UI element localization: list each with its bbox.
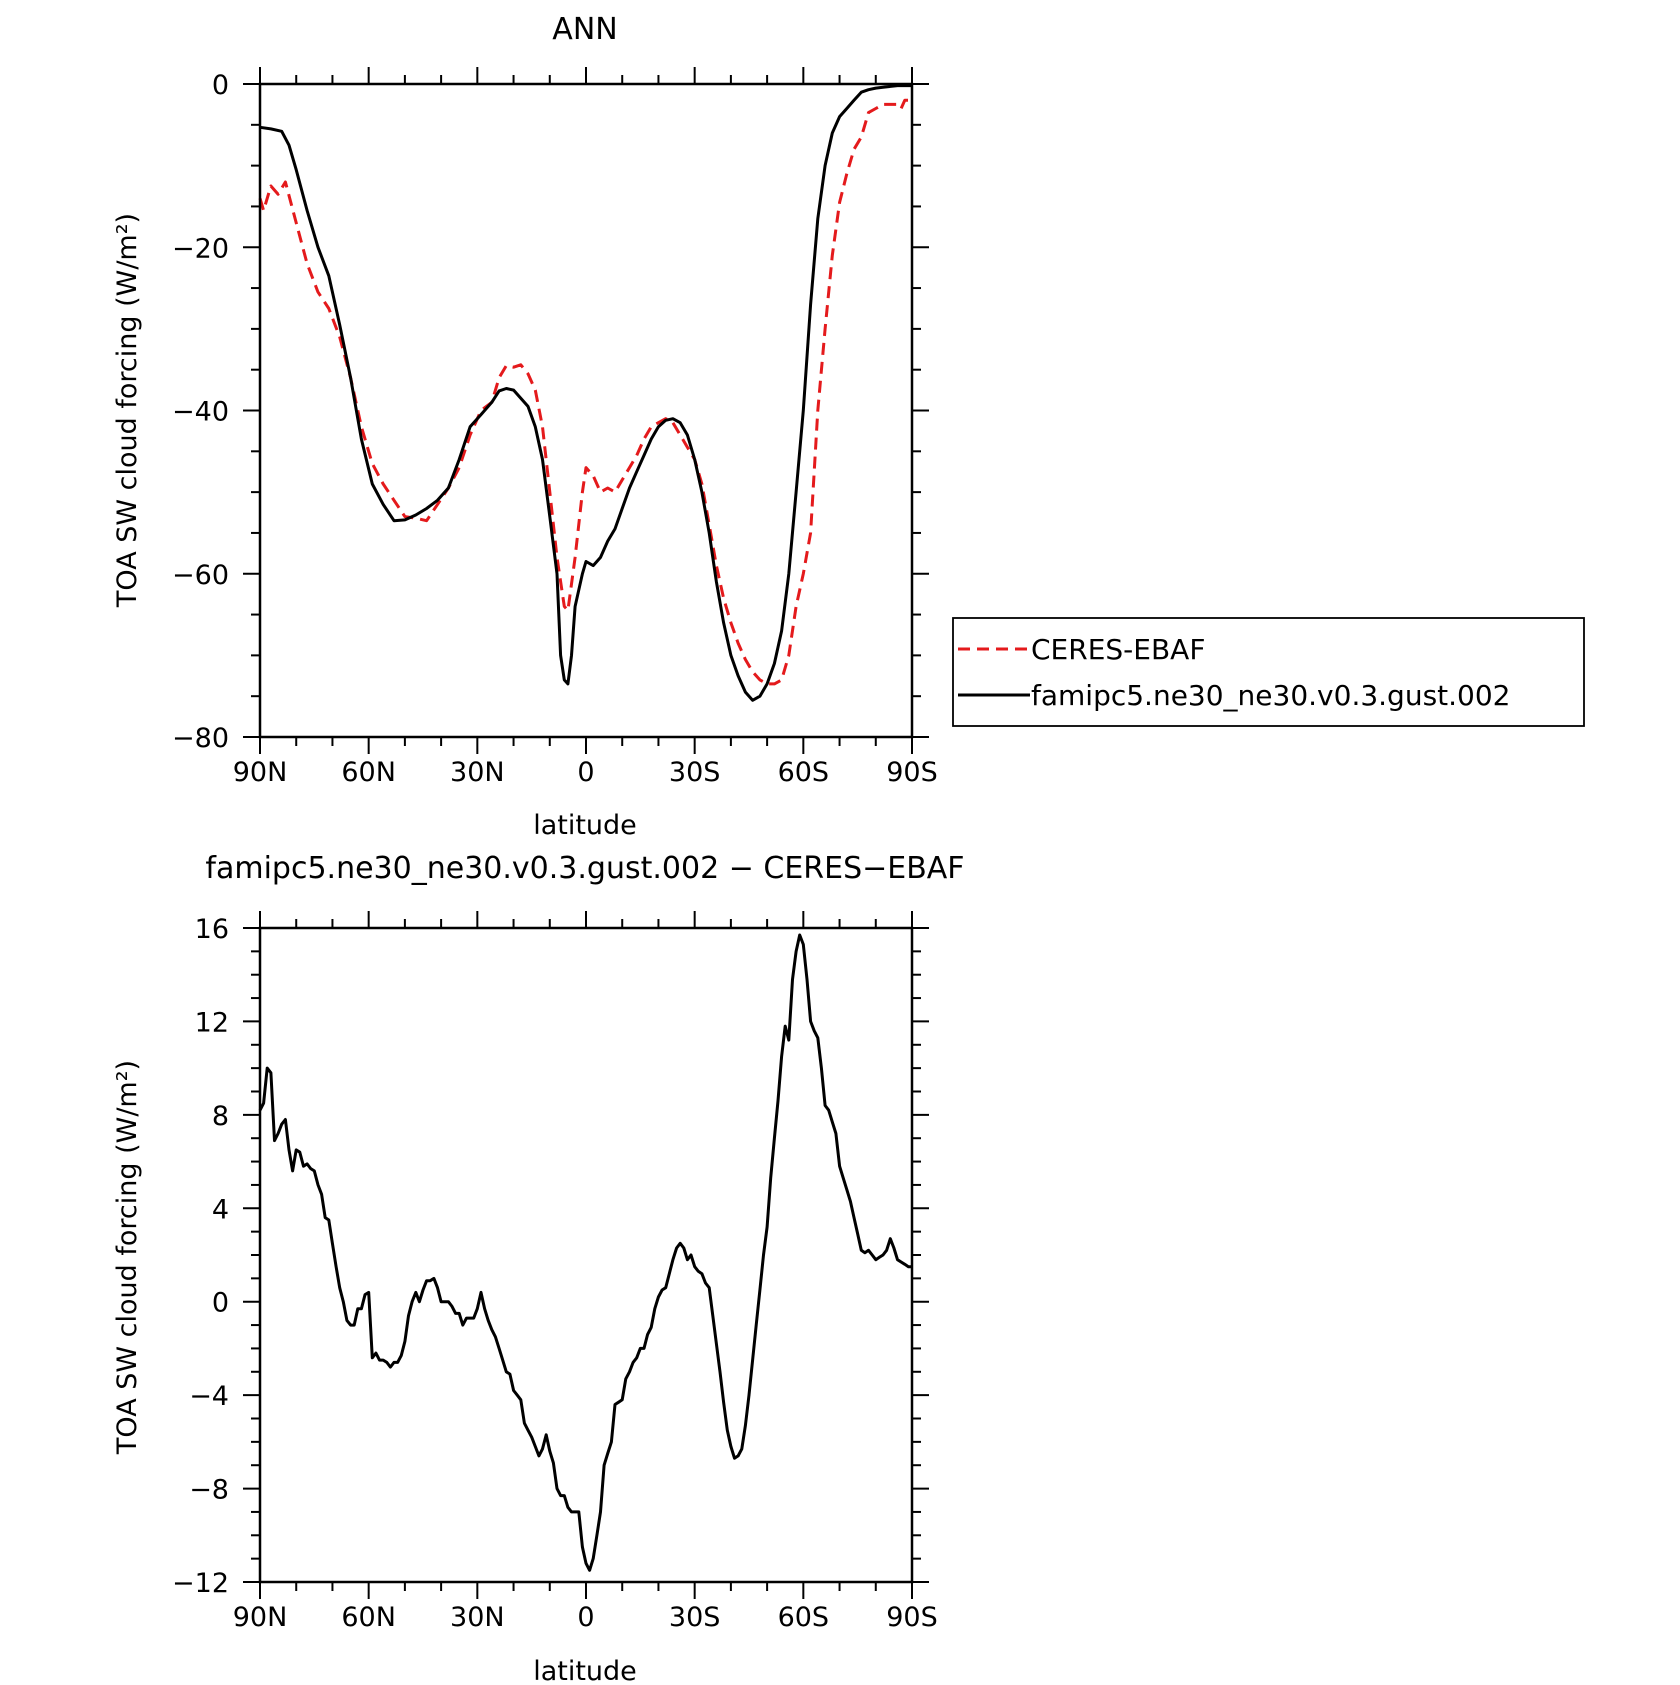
- y-tick-label: 4: [212, 1194, 229, 1225]
- top-x-axis-label: latitude: [533, 810, 637, 841]
- x-tick-label: 30S: [669, 757, 721, 788]
- x-tick-label: 0: [577, 1602, 594, 1633]
- y-tick-label: −60: [172, 560, 229, 591]
- x-tick-label: 90S: [886, 757, 938, 788]
- bottom-x-ticks: 90N 60N 30N 0 30S 60S 90S: [233, 911, 938, 1633]
- x-tick-label: 60S: [778, 1602, 830, 1633]
- top-chart-title: ANN: [552, 12, 617, 47]
- top-y-ticks: −80 −60 −40 −20 0: [172, 70, 929, 754]
- x-tick-label: 30S: [669, 1602, 721, 1633]
- y-tick-label: 0: [212, 1288, 229, 1319]
- y-tick-label: −12: [172, 1568, 229, 1599]
- y-tick-label: −4: [189, 1381, 229, 1412]
- bottom-y-ticks: −12 −8 −4 0 4 8 12 16: [172, 914, 929, 1599]
- x-tick-label: 60N: [341, 1602, 396, 1633]
- legend: CERES-EBAF famipc5.ne30_ne30.v0.3.gust.0…: [952, 617, 1585, 727]
- bottom-panel: famipc5.ne30_ne30.v0.3.gust.002 − CERES−…: [112, 851, 965, 1685]
- y-tick-label: 0: [212, 70, 229, 101]
- top-plot-frame: [258, 82, 914, 739]
- y-tick-label: −40: [172, 397, 229, 428]
- bottom-x-axis-label: latitude: [533, 1656, 637, 1685]
- bottom-plot-frame: [258, 926, 914, 1584]
- y-tick-label: −80: [172, 723, 229, 754]
- x-tick-label: 90S: [886, 1602, 938, 1633]
- legend-box: [952, 617, 1585, 727]
- series-line-ceres-ebaf: [258, 98, 912, 686]
- top-y-axis-label: TOA SW cloud forcing (W/m²): [112, 213, 143, 608]
- y-tick-label: 16: [195, 914, 229, 945]
- bottom-series-group: [258, 933, 912, 1572]
- x-tick-label: 30N: [450, 757, 505, 788]
- x-tick-label: 90N: [233, 757, 288, 788]
- series-line-difference: [258, 933, 912, 1572]
- top-series-group: [258, 84, 912, 702]
- legend-label-ceres-ebaf: CERES-EBAF: [1031, 633, 1205, 666]
- y-tick-label: 8: [212, 1101, 229, 1132]
- bottom-chart-title: famipc5.ne30_ne30.v0.3.gust.002 − CERES−…: [205, 851, 964, 886]
- y-tick-label: −20: [172, 233, 229, 264]
- x-tick-label: 90N: [233, 1602, 288, 1633]
- bottom-y-axis-label: TOA SW cloud forcing (W/m²): [112, 1060, 143, 1455]
- x-tick-label: 60S: [778, 757, 830, 788]
- x-tick-label: 0: [577, 757, 594, 788]
- y-tick-label: 12: [195, 1007, 229, 1038]
- x-tick-label: 60N: [341, 757, 396, 788]
- x-tick-label: 30N: [450, 1602, 505, 1633]
- y-tick-label: −8: [189, 1475, 229, 1506]
- top-x-ticks: 90N 60N 30N 0 30S 60S 90S: [233, 67, 938, 788]
- series-line-famipc5-ne30-ne30-v0-3-gust-002: [259, 84, 912, 702]
- legend-label-famipc5: famipc5.ne30_ne30.v0.3.gust.002: [1031, 679, 1511, 712]
- top-panel: ANN −80 −60 −40 −20 0 90N 60N 30N 0 30S 60S 90S la…: [112, 12, 1585, 841]
